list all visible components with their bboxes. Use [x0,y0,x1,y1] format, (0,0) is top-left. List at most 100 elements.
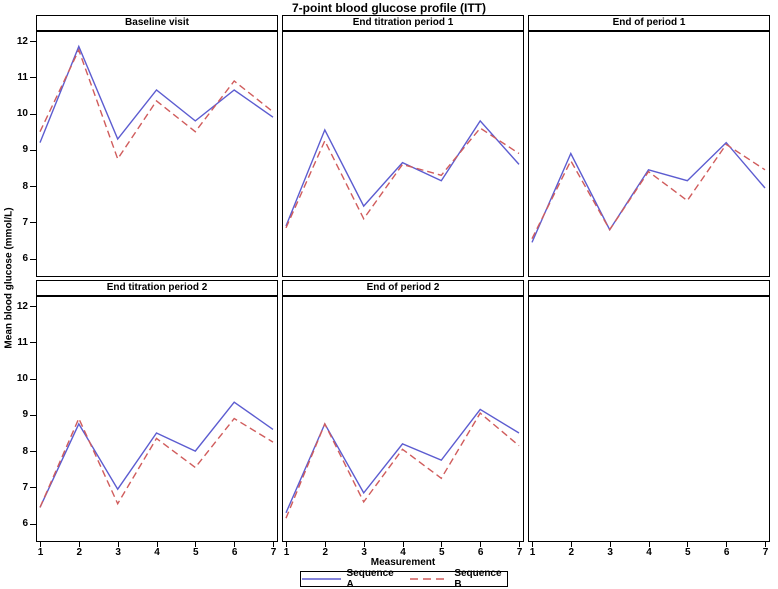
panel-header-end-of-period-2: End of period 2 [282,280,524,296]
legend-label-sequence-a: Sequence A [346,568,394,589]
panel-plot-end-of-period-2 [282,296,524,542]
panel-header-baseline-visit: Baseline visit [36,15,278,31]
y-axis-label: Mean blood glucose (mmol/L) [3,207,15,349]
x-axis-tick [570,542,572,547]
x-tick-label: 1 [529,547,536,558]
y-tick-label: 6 [22,518,28,530]
x-axis-tick [441,542,443,547]
series-line-sequence-b [285,127,520,229]
x-axis-tick [156,542,158,547]
sequence-b-line-sample [409,578,450,580]
y-tick-label: 12 [16,300,28,312]
x-tick-label: 6 [231,547,238,558]
y-axis-tick [30,487,36,489]
x-tick-label: 3 [115,547,121,558]
x-axis-tick [648,542,650,547]
x-tick-label: 4 [400,547,406,558]
x-axis-tick [286,542,287,547]
x-axis-tick [195,542,197,547]
legend-item-sequence-b: Sequence B [409,568,507,589]
x-tick-label: 1 [283,547,290,558]
x-axis-tick [519,542,520,547]
panel-plot-end-of-period-1 [528,31,770,277]
panel-plot-baseline-visit [36,31,278,277]
y-tick-label: 11 [17,336,28,348]
series-line-sequence-a [285,119,520,227]
y-axis-tick [30,186,36,188]
x-tick-label: 1 [37,547,44,558]
legend-label-sequence-b: Sequence B [454,568,502,589]
x-tick-label: 7 [516,547,523,558]
series-line-sequence-b [39,48,274,161]
panel-lines-baseline-visit [39,44,274,161]
x-axis-tick [726,542,728,547]
x-tick-label: 6 [477,547,484,558]
x-tick-label: 2 [76,547,83,558]
series-line-sequence-a [531,141,766,243]
x-axis-tick [78,542,80,547]
x-tick-label: 7 [270,547,277,558]
series-line-sequence-a [39,401,274,508]
x-axis-tick [234,542,236,547]
x-tick-label: 6 [723,547,730,558]
chart-title: 7-point blood glucose profile (ITT) [292,1,486,15]
y-tick-label: 9 [22,144,28,156]
y-tick-label: 9 [22,409,28,421]
panel-lines-end-of-period-1 [531,141,766,243]
legend-item-sequence-a: Sequence A [301,568,399,589]
x-axis-tick [363,542,365,547]
y-tick-label: 10 [16,108,28,120]
y-tick-label: 6 [22,253,28,265]
x-tick-label: 5 [439,547,445,558]
series-line-sequence-b [39,416,274,508]
y-axis-tick [30,222,36,224]
x-axis-tick [687,542,689,547]
series-line-sequence-b [531,143,766,240]
panel-lines-end-titration-period-1 [285,119,520,229]
y-tick-label: 8 [22,180,28,192]
x-axis-tick [273,542,274,547]
series-line-sequence-a [39,44,274,143]
panel-header-end-titration-period-1: End titration period 1 [282,15,524,31]
x-axis-tick [480,542,482,547]
x-axis-tick [117,542,119,547]
panel-header-end-titration-period-2: End titration period 2 [36,280,278,296]
panel-plot-end-titration-period-1 [282,31,524,277]
x-tick-label: 2 [568,547,575,558]
x-axis-tick [532,542,533,547]
y-axis-tick [30,113,36,115]
panel-plot-empty [528,296,770,542]
series-line-sequence-a [285,408,520,514]
x-tick-label: 5 [685,547,691,558]
x-tick-label: 4 [646,547,652,558]
x-axis-tick [324,542,326,547]
series-line-sequence-b [285,412,520,519]
y-tick-label: 10 [16,373,28,385]
y-axis-tick [30,523,36,525]
x-tick-label: 4 [154,547,160,558]
x-tick-label: 7 [762,547,769,558]
y-tick-label: 12 [16,35,28,47]
x-tick-label: 3 [361,547,367,558]
y-axis-tick [30,41,36,43]
y-tick-label: 11 [17,71,28,83]
y-axis-tick [30,258,36,260]
y-tick-label: 7 [22,481,28,493]
y-axis-tick [30,378,36,380]
x-axis-tick [765,542,766,547]
y-axis-tick [30,306,36,308]
x-tick-label: 3 [607,547,613,558]
y-axis-tick [30,342,36,344]
panel-plot-end-titration-period-2 [36,296,278,542]
y-tick-label: 8 [22,445,28,457]
x-axis-tick [402,542,404,547]
x-axis-tick [609,542,611,547]
panel-lines-end-titration-period-2 [39,401,274,508]
y-axis-tick [30,414,36,416]
x-axis-label: Measurement [370,557,436,568]
x-tick-label: 5 [193,547,199,558]
panel-header-empty [528,280,770,296]
y-axis-tick [30,149,36,151]
x-axis-tick [40,542,41,547]
